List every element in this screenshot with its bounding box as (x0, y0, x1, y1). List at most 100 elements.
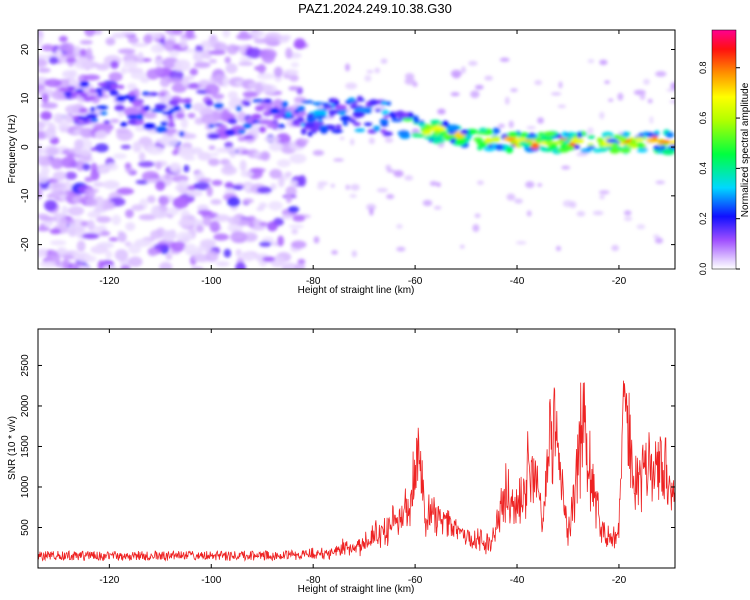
spectrogram-cell (292, 214, 306, 222)
spectrogram-cell (306, 116, 317, 123)
spectrogram-cell (268, 141, 284, 152)
spectrogram-cell (53, 113, 63, 124)
spectrogram-cell (97, 82, 107, 87)
spectrogram-cell (242, 122, 253, 129)
spectrogram-cell (443, 136, 452, 141)
spectrogram-cell (175, 59, 191, 72)
spectrogram-cell (97, 260, 104, 269)
spectrogram-cell (192, 102, 206, 112)
spectrogram-cell (237, 129, 246, 134)
spectrogram-cell (599, 59, 608, 66)
spectrogram-cell (623, 216, 633, 222)
spectrogram-cell (170, 241, 187, 252)
spectrogram-cell (44, 78, 62, 88)
spectrogram-cell (555, 245, 562, 252)
spectrogram-cell (84, 176, 94, 183)
spectrogram-cell (51, 250, 59, 258)
spectrogram-cell (476, 138, 482, 145)
spectrogram-cell (192, 50, 204, 63)
spectrogram-cell (525, 135, 537, 139)
spectrogram-cell (386, 194, 395, 200)
spectrogram-cell (537, 183, 543, 187)
spectrogram-x-tick-label: -40 (510, 276, 525, 287)
spectrogram-cell (254, 105, 265, 112)
spectrogram-cell (147, 195, 156, 204)
spectrogram-cell (350, 138, 355, 146)
spectrogram-cell (59, 42, 75, 53)
spectrogram-cell (208, 50, 226, 56)
spectrogram-cell (657, 139, 671, 144)
spectrogram-cell (160, 135, 179, 147)
spectrogram-cell (569, 201, 577, 209)
spectrogram-cell (94, 88, 104, 93)
spectrogram-cell (43, 145, 60, 157)
spectrogram-cell (116, 187, 135, 196)
spectrogram-cell (172, 105, 182, 112)
spectrogram-cell (424, 123, 430, 129)
spectrogram-cell (77, 265, 90, 269)
spectrogram-cell (75, 160, 85, 172)
spectrogram-cell (608, 98, 614, 102)
spectrogram-cell (580, 148, 592, 154)
spectrogram-cell (345, 63, 350, 72)
spectrogram-cell (559, 142, 568, 150)
spectrogram-cell (639, 92, 646, 101)
spectrogram-cell (175, 112, 185, 120)
spectrogram-cell (256, 186, 272, 194)
spectrogram-cell (611, 244, 619, 252)
spectrogram-cell (206, 186, 213, 197)
spectrogram-cell (289, 180, 298, 186)
spectrogram-x-tick-label: -20 (612, 276, 627, 287)
spectrogram-cell (189, 68, 198, 76)
spectrogram-cell (224, 141, 234, 149)
spectrogram-cell (558, 81, 563, 89)
spectrogram-cell (128, 256, 143, 267)
spectrogram-cell (350, 184, 360, 191)
spectrogram-cell (327, 109, 340, 115)
spectrogram-cell (245, 47, 262, 59)
colorbar-scale (712, 30, 736, 269)
spectrogram-cell (518, 141, 529, 147)
spectrogram-cell (224, 181, 234, 189)
spectrogram-cell (61, 70, 76, 79)
snr-x-tick-label: -120 (99, 575, 119, 586)
spectrogram-cell (292, 118, 300, 126)
spectrogram-cell (132, 141, 142, 153)
spectrogram-cell (393, 111, 405, 117)
spectrogram-cell (334, 104, 347, 111)
spectrogram-cell (140, 77, 150, 83)
spectrogram-cell (239, 30, 249, 36)
spectrogram-cell (125, 167, 135, 173)
spectrogram-cell (598, 190, 610, 195)
spectrogram-cell (38, 172, 50, 184)
spectrogram-cell (154, 126, 168, 134)
spectrogram-cell (313, 108, 327, 116)
spectrogram-cell (269, 107, 280, 115)
spectrogram-cell (46, 194, 54, 199)
spectrogram-y-tick-label: 0 (20, 144, 31, 150)
spectrogram-cell (272, 98, 284, 110)
spectrogram-cell (81, 233, 100, 240)
spectrogram-cell (505, 146, 514, 154)
spectrogram-cell (159, 93, 167, 97)
spectrogram-cell (429, 181, 438, 186)
spectrogram-cell (534, 80, 543, 86)
spectrogram-cell (380, 101, 388, 106)
spectrogram-cell (126, 114, 140, 119)
spectrogram-cell (208, 158, 220, 167)
spectrogram-cell (211, 179, 223, 186)
spectrogram-cell (171, 95, 181, 101)
spectrogram-cell (93, 207, 107, 213)
spectrogram-cell (131, 204, 145, 212)
spectrogram-blobs (38, 30, 675, 269)
spectrogram-cell (604, 80, 610, 84)
spectrogram-cell (576, 152, 588, 157)
spectrogram-cell (461, 66, 466, 74)
spectrogram-cell (183, 243, 198, 255)
spectrogram-cell (514, 198, 523, 204)
spectrogram-cell (64, 171, 77, 180)
spectrogram-cell (127, 36, 139, 44)
spectrogram-cell (610, 142, 619, 147)
spectrogram-cell (160, 121, 169, 126)
spectrogram-cell (655, 180, 666, 185)
